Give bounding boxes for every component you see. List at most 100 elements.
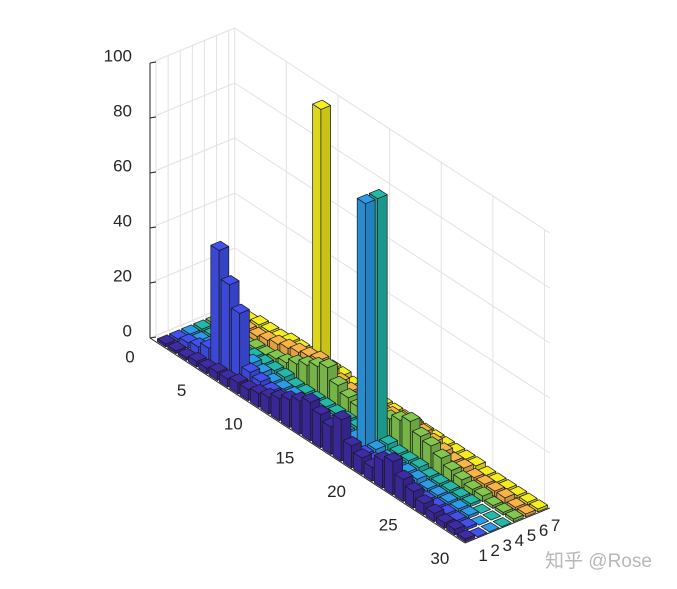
bar-top: [353, 448, 372, 459]
bar: [429, 485, 448, 499]
bar-top: [480, 522, 500, 533]
y-tick-label: 10: [224, 415, 243, 434]
bar-side: [220, 279, 230, 376]
bar-top: [367, 439, 386, 450]
bar-top: [410, 457, 429, 468]
bar-top: [394, 469, 414, 480]
bar-top: [399, 451, 419, 462]
bar-top: [494, 502, 514, 513]
bar-top: [181, 324, 200, 335]
bar-top: [401, 411, 421, 422]
bar-side: [384, 456, 394, 496]
bar-top: [250, 315, 269, 326]
bar-side: [356, 197, 366, 452]
bar-front: [377, 194, 388, 447]
bar-top: [461, 494, 481, 505]
bar-top: [260, 321, 280, 332]
bar-top: [404, 481, 424, 493]
x-axis: [464, 507, 550, 544]
bar: [441, 480, 460, 494]
bar-top: [506, 497, 526, 508]
bar-top: [167, 341, 187, 352]
bar-top: [210, 240, 230, 251]
bar: [446, 519, 465, 536]
bar-top: [384, 452, 403, 463]
bar: [231, 303, 250, 383]
grid-line: [234, 192, 550, 399]
bar-top: [475, 474, 495, 485]
bar-side: [311, 409, 321, 449]
bar-front: [320, 105, 331, 372]
bar-top: [432, 448, 452, 459]
bar-top: [312, 99, 331, 110]
bar-top: [517, 504, 536, 515]
bar: [492, 517, 512, 528]
x-tick-label: 3: [503, 536, 512, 555]
bar-top: [422, 436, 441, 447]
bar-top: [368, 188, 388, 200]
bar-top: [389, 444, 409, 455]
grid-line: [234, 247, 550, 454]
bar-top: [251, 372, 271, 383]
x-tick-label: 2: [490, 541, 499, 560]
bar-top: [435, 513, 455, 524]
z-tick: [149, 336, 157, 339]
bar-top: [446, 519, 465, 530]
bar-top: [311, 405, 331, 416]
y-tick-label: 15: [275, 448, 294, 467]
bar-top: [496, 488, 516, 499]
bar-top: [412, 426, 431, 437]
bar-top: [492, 517, 512, 528]
z-tick: [149, 116, 157, 119]
bar: [517, 504, 536, 518]
bar-top: [518, 492, 538, 503]
bar-top: [429, 485, 448, 496]
bar-top: [460, 505, 479, 516]
x-tick-label: 4: [515, 531, 524, 550]
bar-side: [231, 307, 241, 383]
bar: [312, 99, 331, 372]
bar: [496, 488, 516, 504]
bar-top: [157, 334, 176, 345]
bar-top: [329, 375, 349, 386]
bar-side: [332, 414, 342, 462]
bar-top: [486, 481, 505, 492]
bar: [451, 487, 471, 501]
z-tick-label: 40: [113, 211, 132, 230]
bar-top: [430, 474, 450, 485]
bar: [456, 529, 476, 543]
bar-top: [317, 397, 336, 408]
bar-top: [441, 480, 460, 491]
bar-top: [342, 436, 362, 447]
bar-top: [482, 510, 502, 521]
grid-line: [234, 137, 550, 344]
bar-top: [241, 362, 261, 373]
bar-side: [210, 244, 220, 370]
bar: [504, 509, 524, 523]
bar-side: [291, 395, 301, 435]
x-tick-label: 6: [539, 521, 548, 540]
bar-top: [220, 275, 240, 286]
bar-top: [529, 499, 548, 510]
y-tick-label: 30: [430, 549, 449, 568]
bar-top: [451, 487, 471, 498]
bar-top: [415, 494, 434, 505]
z-tick: [149, 61, 157, 64]
bar: [518, 492, 538, 506]
bar-top: [439, 492, 459, 503]
bar: [356, 193, 376, 452]
z-tick-label: 60: [113, 156, 132, 175]
bar-top: [453, 470, 472, 481]
bar-top: [246, 338, 266, 349]
z-tick: [149, 171, 157, 174]
bar: [506, 497, 526, 511]
bar: [461, 494, 481, 508]
z-tick-label: 20: [113, 266, 132, 285]
bar-top: [484, 495, 503, 506]
bar-top: [473, 486, 493, 497]
y-tick-label: 5: [177, 381, 186, 400]
y-axis: [149, 337, 466, 544]
bar-side: [301, 396, 311, 442]
bar-top: [275, 367, 295, 378]
grid-line: [234, 27, 550, 234]
